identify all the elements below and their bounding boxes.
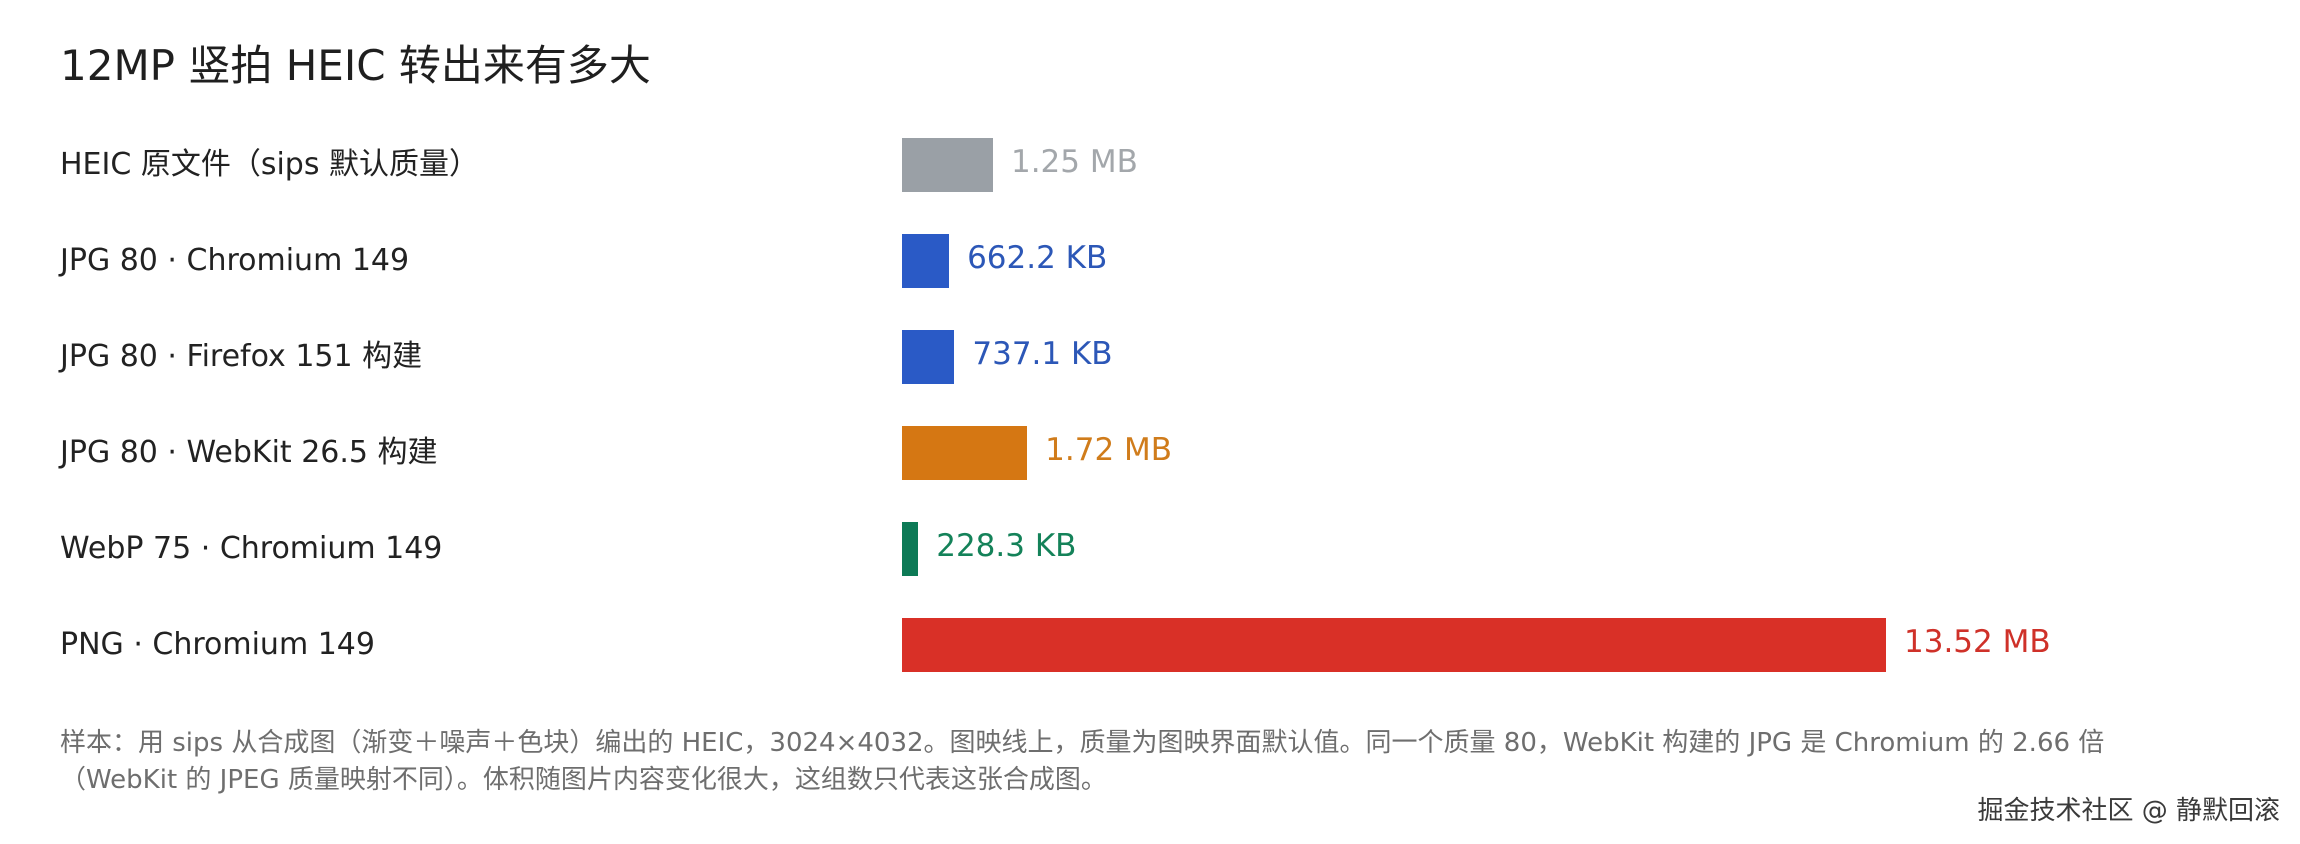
bar	[902, 618, 1886, 672]
value-label: 13.52 MB	[1904, 624, 2051, 660]
chart-footnote: 样本：用 sips 从合成图（渐变＋噪声＋色块）编出的 HEIC，3024×40…	[60, 725, 2220, 799]
bar-row: JPG 80 · WebKit 26.5 构建 1.72 MB	[0, 423, 2300, 483]
bar	[902, 426, 1028, 480]
footnote-line-1: 样本：用 sips 从合成图（渐变＋噪声＋色块）编出的 HEIC，3024×40…	[60, 728, 2105, 758]
bar	[902, 138, 993, 192]
value-label: 662.2 KB	[967, 240, 1108, 276]
chart-title: 12MP 竖拍 HEIC 转出来有多大	[60, 41, 651, 90]
category-label: JPG 80 · Chromium 149	[60, 243, 410, 278]
bar-row: JPG 80 · Firefox 151 构建 737.1 KB	[0, 327, 2300, 387]
bar-row: JPG 80 · Chromium 149 662.2 KB	[0, 231, 2300, 291]
value-label: 228.3 KB	[936, 528, 1077, 564]
bar-row: PNG · Chromium 149 13.52 MB	[0, 615, 2300, 675]
category-label: JPG 80 · Firefox 151 构建	[60, 339, 423, 374]
bar	[902, 234, 950, 288]
category-label: JPG 80 · WebKit 26.5 构建	[60, 435, 438, 470]
bar	[902, 522, 919, 576]
watermark: 掘金技术社区 @ 静默回滚	[1977, 796, 2280, 826]
value-label: 1.72 MB	[1045, 432, 1173, 468]
category-label: WebP 75 · Chromium 149	[60, 531, 443, 566]
bar-row: WebP 75 · Chromium 149 228.3 KB	[0, 519, 2300, 579]
footnote-line-2: （WebKit 的 JPEG 质量映射不同）。体积随图片内容变化很大，这组数只代…	[60, 765, 1107, 795]
value-label: 737.1 KB	[972, 336, 1113, 372]
bar-row: HEIC 原文件（sips 默认质量） 1.25 MB	[0, 135, 2300, 195]
category-label: PNG · Chromium 149	[60, 627, 375, 662]
bar	[902, 330, 955, 384]
category-label: HEIC 原文件（sips 默认质量）	[60, 147, 480, 182]
value-label: 1.25 MB	[1010, 144, 1138, 180]
